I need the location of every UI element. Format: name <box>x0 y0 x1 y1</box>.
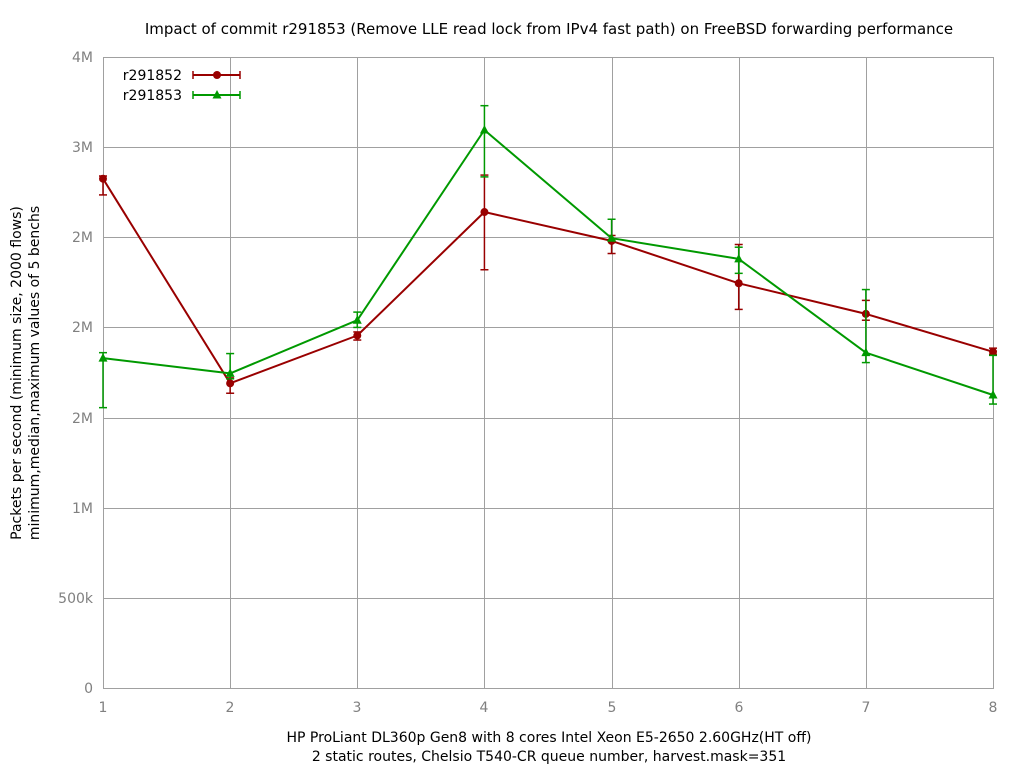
data-point <box>734 253 744 263</box>
legend-label: r291852 <box>123 68 182 84</box>
series-line <box>102 178 994 385</box>
data-point <box>861 347 871 357</box>
y-tick-label: 2M <box>72 320 93 336</box>
series-r291853 <box>98 104 998 409</box>
data-point <box>989 347 997 356</box>
x-axis-label-line-1: HP ProLiant DL360p Gen8 with 8 cores Int… <box>287 730 812 746</box>
series-r291852 <box>99 174 997 394</box>
legend-marker <box>212 90 222 99</box>
x-tick-label: 1 <box>99 700 108 716</box>
plot-frame <box>103 57 994 689</box>
legend-item: r291853 <box>123 88 241 104</box>
data-point <box>226 379 235 388</box>
y-tick-label: 3M <box>72 140 93 156</box>
x-tick-label: 8 <box>989 700 998 716</box>
tick-labels: 0 500k 1M 2M 2M 2M 3M 4M 1 2 3 4 5 6 7 8 <box>58 50 997 716</box>
legend-item: r291852 <box>123 68 241 84</box>
data-point <box>353 331 362 340</box>
y-tick-label: 0 <box>84 681 93 697</box>
data-point <box>352 315 362 324</box>
data-point <box>480 208 489 217</box>
y-axis-label-line-1: Packets per second (minimum size, 2000 f… <box>9 206 25 540</box>
y-tick-label: 500k <box>58 591 94 607</box>
data-point <box>98 353 108 362</box>
y-tick-label: 2M <box>72 230 93 246</box>
y-axis-label-line-2: minimum,median,maximum values of 5 bench… <box>27 206 43 540</box>
series-line <box>102 129 994 396</box>
x-tick-label: 2 <box>226 700 235 716</box>
data-point <box>734 279 743 288</box>
data-point <box>479 125 489 134</box>
x-axis-label-line-2: 2 static routes, Chelsio T540-CR queue n… <box>312 749 786 765</box>
data-point <box>225 368 235 377</box>
x-tick-label: 5 <box>608 700 617 716</box>
data-point <box>988 390 998 399</box>
legend-label: r291853 <box>123 88 182 104</box>
error-bar <box>480 104 489 178</box>
legend-marker <box>213 71 221 79</box>
y-tick-label: 1M <box>72 501 93 517</box>
error-bar <box>480 174 489 271</box>
error-bar <box>99 351 107 409</box>
legend: r291852 r291853 <box>123 68 241 104</box>
y-tick-label: 4M <box>72 50 93 66</box>
x-tick-label: 4 <box>480 700 489 716</box>
series <box>98 104 998 409</box>
grid <box>103 57 994 689</box>
chart-title: Impact of commit r291853 (Remove LLE rea… <box>145 20 953 38</box>
y-tick-label: 2M <box>72 411 93 427</box>
x-tick-label: 3 <box>353 700 362 716</box>
data-point <box>99 174 107 183</box>
data-point <box>607 233 617 242</box>
x-tick-label: 6 <box>735 700 744 716</box>
x-tick-label: 7 <box>862 700 871 716</box>
